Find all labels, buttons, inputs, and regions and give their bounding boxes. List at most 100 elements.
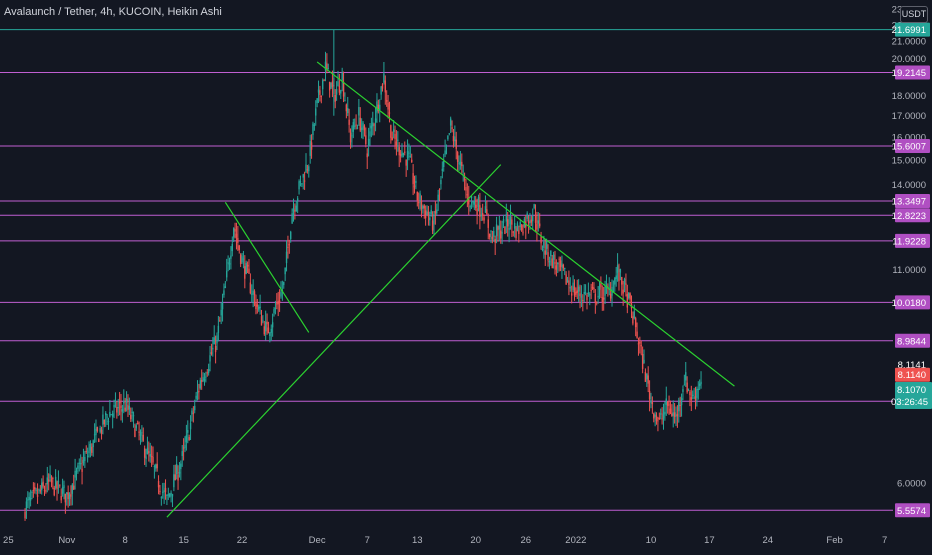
candle-body [121, 409, 124, 412]
candle-body [49, 474, 51, 479]
x-tick-label: Dec [309, 535, 326, 546]
candle-body [520, 225, 523, 231]
candle-body [423, 205, 425, 209]
candle-body [295, 205, 297, 212]
candle-body [221, 302, 224, 310]
candle-body [505, 214, 508, 222]
candle-body [516, 223, 519, 232]
level-price-badge: 12.8223 [892, 211, 926, 222]
candle-body [458, 162, 460, 165]
candle-body [392, 129, 395, 132]
candle-body [271, 322, 274, 328]
candle-body [648, 390, 651, 400]
candle-body [662, 413, 665, 419]
candle-body [102, 414, 104, 425]
candle-body [511, 219, 513, 225]
candle-body [404, 151, 406, 153]
candle-body [29, 497, 32, 501]
candle-body [555, 265, 558, 270]
candle-body [209, 355, 211, 362]
candle-body [507, 219, 509, 227]
candle-body [47, 479, 50, 482]
candle-body [36, 494, 39, 497]
candle-body [316, 98, 318, 103]
candle-body [228, 263, 231, 265]
candle-body [166, 494, 168, 496]
candle-body [306, 169, 309, 171]
x-tick-label: 10 [646, 535, 657, 546]
candle-body [252, 290, 254, 295]
candle-body [486, 209, 488, 215]
x-tick-label: 26 [520, 535, 531, 546]
candle-body [484, 206, 487, 213]
candle-body [185, 435, 188, 443]
candle-body [93, 434, 96, 436]
candle-body [288, 244, 291, 246]
candle-body [547, 252, 549, 261]
candle-body [156, 463, 158, 469]
candle-body [107, 421, 110, 423]
x-tick-label: 7 [365, 535, 370, 546]
candle-body [412, 173, 414, 185]
candle-body [285, 251, 288, 264]
level-price-badge-bg [895, 208, 930, 223]
candle-body [559, 260, 562, 268]
candle-body [593, 287, 595, 290]
trend-line [166, 164, 502, 518]
candle-body [79, 463, 82, 465]
candle-body [27, 499, 29, 501]
candle-body [473, 200, 476, 205]
candle-body [609, 293, 612, 299]
candle-body [413, 185, 416, 188]
candle-body [187, 430, 189, 433]
candle-body [241, 256, 243, 263]
candle-body [135, 425, 138, 429]
candle-body [481, 213, 484, 216]
candle-body [419, 193, 421, 201]
x-tick-label: 13 [412, 535, 423, 546]
y-tick-label: 16.0000 [892, 133, 926, 144]
candle-body [155, 464, 157, 469]
candle-body [655, 415, 658, 421]
candle-body [420, 200, 423, 209]
candle-body [73, 485, 75, 490]
candle-body [500, 230, 502, 239]
candle-body [429, 217, 431, 221]
candle-body [134, 428, 136, 437]
candle-body [359, 117, 361, 131]
candle-body [180, 463, 182, 470]
candle-body [666, 401, 669, 406]
candle-body [454, 136, 456, 142]
candle-body [537, 220, 540, 224]
candle-countdown: 03:26:45 [891, 397, 928, 408]
candle-body [251, 293, 253, 295]
candle-body [515, 228, 517, 239]
level-price-badge: 21.6991 [892, 25, 926, 36]
candle-body [160, 497, 163, 499]
candle-body [56, 482, 58, 490]
candle-body [437, 194, 439, 202]
candle-body [358, 107, 360, 116]
candle-body [124, 407, 126, 411]
candle-body [177, 474, 179, 481]
candle-body [320, 95, 323, 97]
candle-body [157, 481, 160, 488]
y-tick-label: 6.0000 [897, 479, 926, 490]
candle-body [388, 112, 391, 114]
candle-body [327, 68, 329, 70]
candle-body [270, 328, 272, 333]
candle-body [623, 279, 626, 285]
candle-body [664, 411, 666, 415]
candle-body [38, 489, 40, 491]
candle-body [195, 395, 197, 399]
candle-body [394, 133, 396, 140]
candle-body [78, 462, 80, 464]
price-axis-background [893, 0, 932, 550]
candle-body [424, 210, 427, 219]
candle-body [367, 138, 370, 146]
candle-body [42, 481, 44, 487]
currency-button[interactable]: USDT [900, 6, 928, 23]
candle-body [417, 202, 420, 204]
